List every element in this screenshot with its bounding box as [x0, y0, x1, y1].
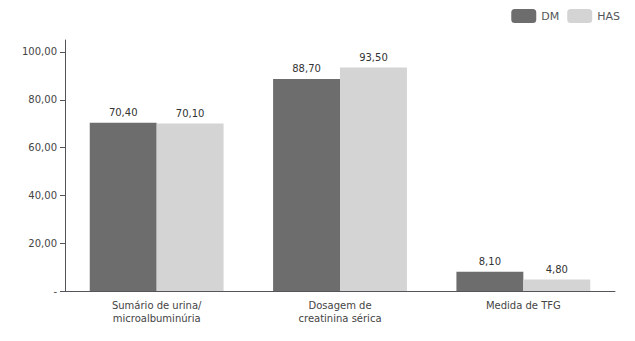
svg-text:-: -	[53, 286, 57, 297]
svg-text:80,00: 80,00	[28, 94, 57, 105]
svg-text:8,10: 8,10	[479, 256, 501, 267]
svg-text:70,40: 70,40	[109, 107, 138, 118]
svg-text:20,00: 20,00	[28, 238, 57, 249]
svg-text:100,00: 100,00	[22, 46, 57, 57]
svg-text:HAS: HAS	[597, 10, 620, 23]
svg-text:microalbuminúria: microalbuminúria	[113, 313, 201, 324]
svg-text:Dosagem de: Dosagem de	[308, 300, 371, 311]
svg-text:93,50: 93,50	[359, 52, 388, 63]
svg-text:DM: DM	[541, 10, 559, 23]
svg-text:40,00: 40,00	[28, 190, 57, 201]
svg-text:Sumário de urina/: Sumário de urina/	[112, 300, 202, 311]
svg-text:Medida de TFG: Medida de TFG	[486, 300, 561, 311]
svg-text:4,80: 4,80	[546, 264, 568, 275]
svg-text:70,10: 70,10	[176, 108, 205, 119]
svg-text:88,70: 88,70	[292, 63, 321, 74]
svg-text:60,00: 60,00	[28, 142, 57, 153]
svg-text:creatinina sérica: creatinina sérica	[298, 313, 381, 324]
